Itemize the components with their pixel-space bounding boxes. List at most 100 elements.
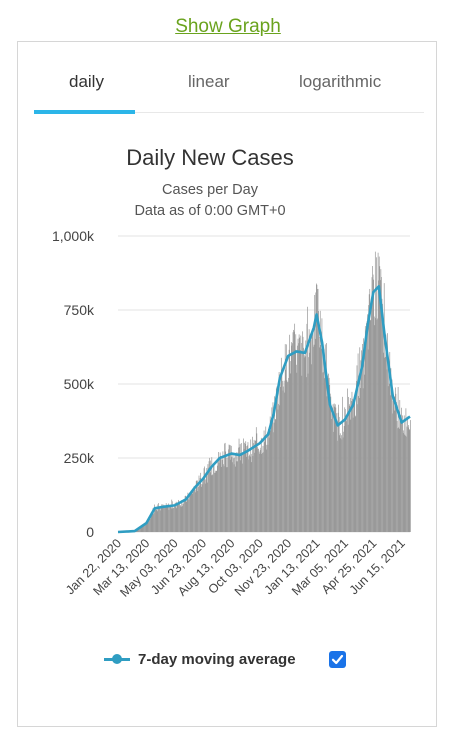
daily-bar — [392, 413, 393, 532]
daily-bar — [290, 342, 292, 532]
daily-bar — [385, 334, 387, 532]
daily-bar — [154, 508, 156, 532]
daily-bar — [376, 319, 378, 532]
daily-bar — [377, 252, 379, 532]
daily-bar — [340, 438, 342, 532]
daily-bar — [178, 499, 179, 532]
daily-bar — [174, 502, 176, 532]
daily-bar — [179, 506, 181, 532]
daily-bar — [379, 266, 381, 532]
daily-bar — [233, 464, 235, 532]
daily-bar — [237, 461, 238, 532]
daily-bar — [293, 329, 294, 532]
daily-bar — [138, 528, 140, 532]
daily-bar — [363, 338, 364, 532]
daily-bar — [160, 506, 162, 532]
chart-legend[interactable]: 7-day moving average — [104, 647, 296, 671]
daily-bar — [402, 433, 404, 532]
moving-average-checkbox[interactable] — [329, 651, 346, 668]
daily-bar — [393, 410, 395, 532]
tab-linear[interactable]: linear — [188, 72, 230, 91]
daily-bar — [250, 439, 252, 532]
daily-bar — [143, 526, 144, 532]
daily-bar — [246, 446, 248, 532]
daily-bar — [248, 456, 250, 532]
daily-bar — [314, 338, 316, 532]
daily-bar — [185, 500, 187, 532]
daily-bar — [289, 334, 291, 532]
daily-bar — [292, 343, 293, 532]
show-graph-link[interactable]: Show Graph — [175, 16, 281, 37]
daily-bar — [265, 426, 267, 532]
daily-bar — [193, 491, 194, 532]
daily-bar — [169, 505, 171, 532]
daily-bar — [152, 508, 154, 532]
daily-bar — [235, 452, 237, 532]
daily-bar — [311, 336, 313, 532]
daily-bar — [312, 330, 314, 532]
daily-bar — [274, 419, 276, 532]
daily-bar — [234, 454, 236, 532]
daily-bar — [341, 439, 343, 532]
daily-bar — [384, 357, 386, 532]
daily-bar — [279, 405, 281, 532]
daily-bar — [405, 408, 407, 532]
daily-bar — [307, 373, 309, 532]
daily-bar — [355, 416, 357, 532]
daily-bar — [161, 507, 163, 532]
daily-bar — [367, 314, 368, 532]
daily-bar — [279, 374, 281, 532]
daily-bar — [166, 504, 168, 532]
daily-bar — [297, 338, 299, 532]
daily-bar — [327, 375, 328, 532]
daily-bar — [160, 510, 161, 532]
daily-bar — [267, 432, 268, 532]
daily-bar — [383, 352, 385, 532]
daily-bar — [404, 434, 406, 532]
daily-bar — [403, 415, 405, 532]
daily-bar — [168, 503, 169, 532]
daily-bar — [348, 396, 349, 532]
daily-bar — [371, 307, 372, 532]
tab-logarithmic[interactable]: logarithmic — [299, 72, 382, 91]
daily-bar — [205, 479, 207, 532]
daily-bar — [177, 504, 179, 532]
daily-bar — [363, 374, 365, 532]
daily-bar — [165, 503, 167, 532]
daily-bar — [175, 506, 176, 532]
daily-bar — [354, 415, 356, 532]
tab-daily[interactable]: daily — [69, 72, 104, 91]
daily-bar — [304, 356, 306, 532]
daily-bar — [344, 407, 346, 532]
daily-bar — [307, 306, 308, 532]
daily-bar — [180, 506, 182, 532]
daily-bar — [263, 452, 264, 532]
daily-bar — [219, 452, 221, 532]
daily-bar — [182, 503, 184, 532]
daily-bar — [299, 350, 301, 532]
daily-bar — [335, 407, 337, 532]
daily-bar — [148, 518, 149, 532]
daily-bar — [151, 515, 153, 532]
daily-bar — [364, 350, 366, 532]
daily-bar — [313, 344, 315, 532]
daily-cases-chart: Daily New Cases Cases per Day Data as of… — [52, 145, 411, 600]
daily-bar — [382, 323, 384, 532]
chart-card: daily linear logarithmic Daily New Cases… — [17, 41, 437, 727]
daily-bar — [378, 280, 380, 532]
daily-bar — [188, 498, 189, 532]
daily-bar — [345, 416, 347, 532]
daily-bar — [263, 430, 265, 532]
daily-bar — [209, 457, 210, 532]
daily-bar — [397, 386, 399, 532]
daily-bar — [318, 337, 320, 532]
daily-bar — [334, 404, 336, 532]
daily-bar — [357, 353, 359, 532]
daily-bar — [229, 445, 230, 532]
daily-bar — [226, 457, 228, 532]
daily-bar — [395, 393, 397, 532]
daily-bar — [262, 445, 264, 532]
daily-bar — [401, 407, 402, 532]
daily-bar — [373, 325, 375, 532]
daily-bar — [349, 398, 351, 532]
